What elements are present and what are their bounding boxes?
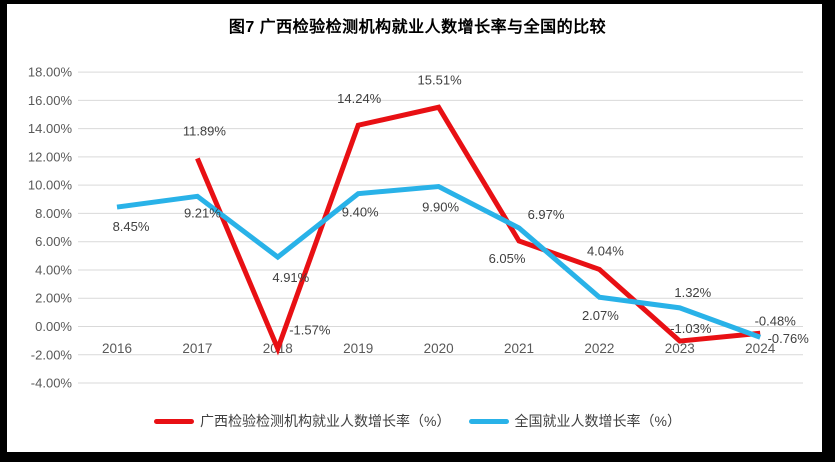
data-point-label: -1.57% bbox=[289, 323, 331, 338]
y-axis-tick-label: 16.00% bbox=[28, 93, 73, 108]
x-axis-tick-label: 2020 bbox=[424, 341, 454, 356]
national-series-line-swatch-icon bbox=[468, 418, 509, 424]
data-point-label: 6.05% bbox=[489, 251, 526, 266]
data-point-label: 2.07% bbox=[582, 308, 619, 323]
x-axis-tick-label: 2021 bbox=[504, 341, 534, 356]
data-point-label: 1.32% bbox=[674, 285, 711, 300]
y-axis-tick-label: -2.00% bbox=[31, 347, 73, 362]
chart-legend: 广西检验检测机构就业人数增长率（%） 全国就业人数增长率（%） bbox=[0, 411, 835, 431]
chart-background bbox=[7, 4, 822, 452]
y-axis-tick-label: 4.00% bbox=[35, 262, 72, 277]
x-axis-tick-label: 2017 bbox=[182, 341, 212, 356]
legend-label-national: 全国就业人数增长率（%） bbox=[514, 413, 681, 429]
legend-label-guangxi: 广西检验检测机构就业人数增长率（%） bbox=[200, 413, 451, 429]
x-axis-tick-label: 2019 bbox=[343, 341, 373, 356]
y-axis-tick-label: 18.00% bbox=[28, 65, 73, 80]
data-point-label: 11.89% bbox=[183, 123, 227, 138]
data-point-label: 9.90% bbox=[422, 200, 459, 215]
data-point-label: 4.91% bbox=[272, 270, 309, 285]
x-axis-tick-label: 2022 bbox=[584, 341, 614, 356]
x-axis-tick-label: 2023 bbox=[665, 341, 695, 356]
data-point-label: 14.24% bbox=[337, 91, 382, 106]
series-line-guangxi bbox=[195, 104, 761, 356]
data-point-label: 9.40% bbox=[342, 205, 379, 220]
data-point-label: 8.45% bbox=[113, 219, 150, 234]
data-point-label: -0.48% bbox=[755, 313, 797, 328]
data-point-label: 4.04% bbox=[587, 243, 624, 258]
data-point-label: 15.51% bbox=[418, 72, 463, 87]
y-axis-tick-label: 14.00% bbox=[28, 121, 73, 136]
data-point-label: 6.97% bbox=[528, 207, 565, 222]
data-point-label: 9.21% bbox=[184, 205, 221, 220]
legend-item-national: 全国就业人数增长率（%） bbox=[468, 411, 681, 431]
y-axis-tick-label: 10.00% bbox=[28, 178, 73, 193]
data-point-label: -1.03% bbox=[670, 321, 712, 336]
y-axis-tick-label: 12.00% bbox=[28, 149, 73, 164]
data-point-label: -0.76% bbox=[768, 331, 810, 346]
y-axis-tick-label: 6.00% bbox=[35, 234, 72, 249]
chart-title: 图7 广西检验检测机构就业人数增长率与全国的比较 bbox=[228, 19, 607, 36]
guangxi-series-line-swatch-icon bbox=[154, 418, 195, 424]
y-axis-tick-label: -4.00% bbox=[31, 376, 73, 391]
x-axis-tick-label: 2024 bbox=[745, 341, 776, 356]
x-axis-tick-label: 2016 bbox=[102, 341, 132, 356]
y-axis-tick-label: 8.00% bbox=[35, 206, 72, 221]
y-axis-tick-label: 0.00% bbox=[35, 319, 72, 334]
y-axis-tick-label: 2.00% bbox=[35, 291, 72, 306]
legend-item-guangxi: 广西检验检测机构就业人数增长率（%） bbox=[154, 411, 451, 431]
series-line-national bbox=[116, 184, 762, 340]
